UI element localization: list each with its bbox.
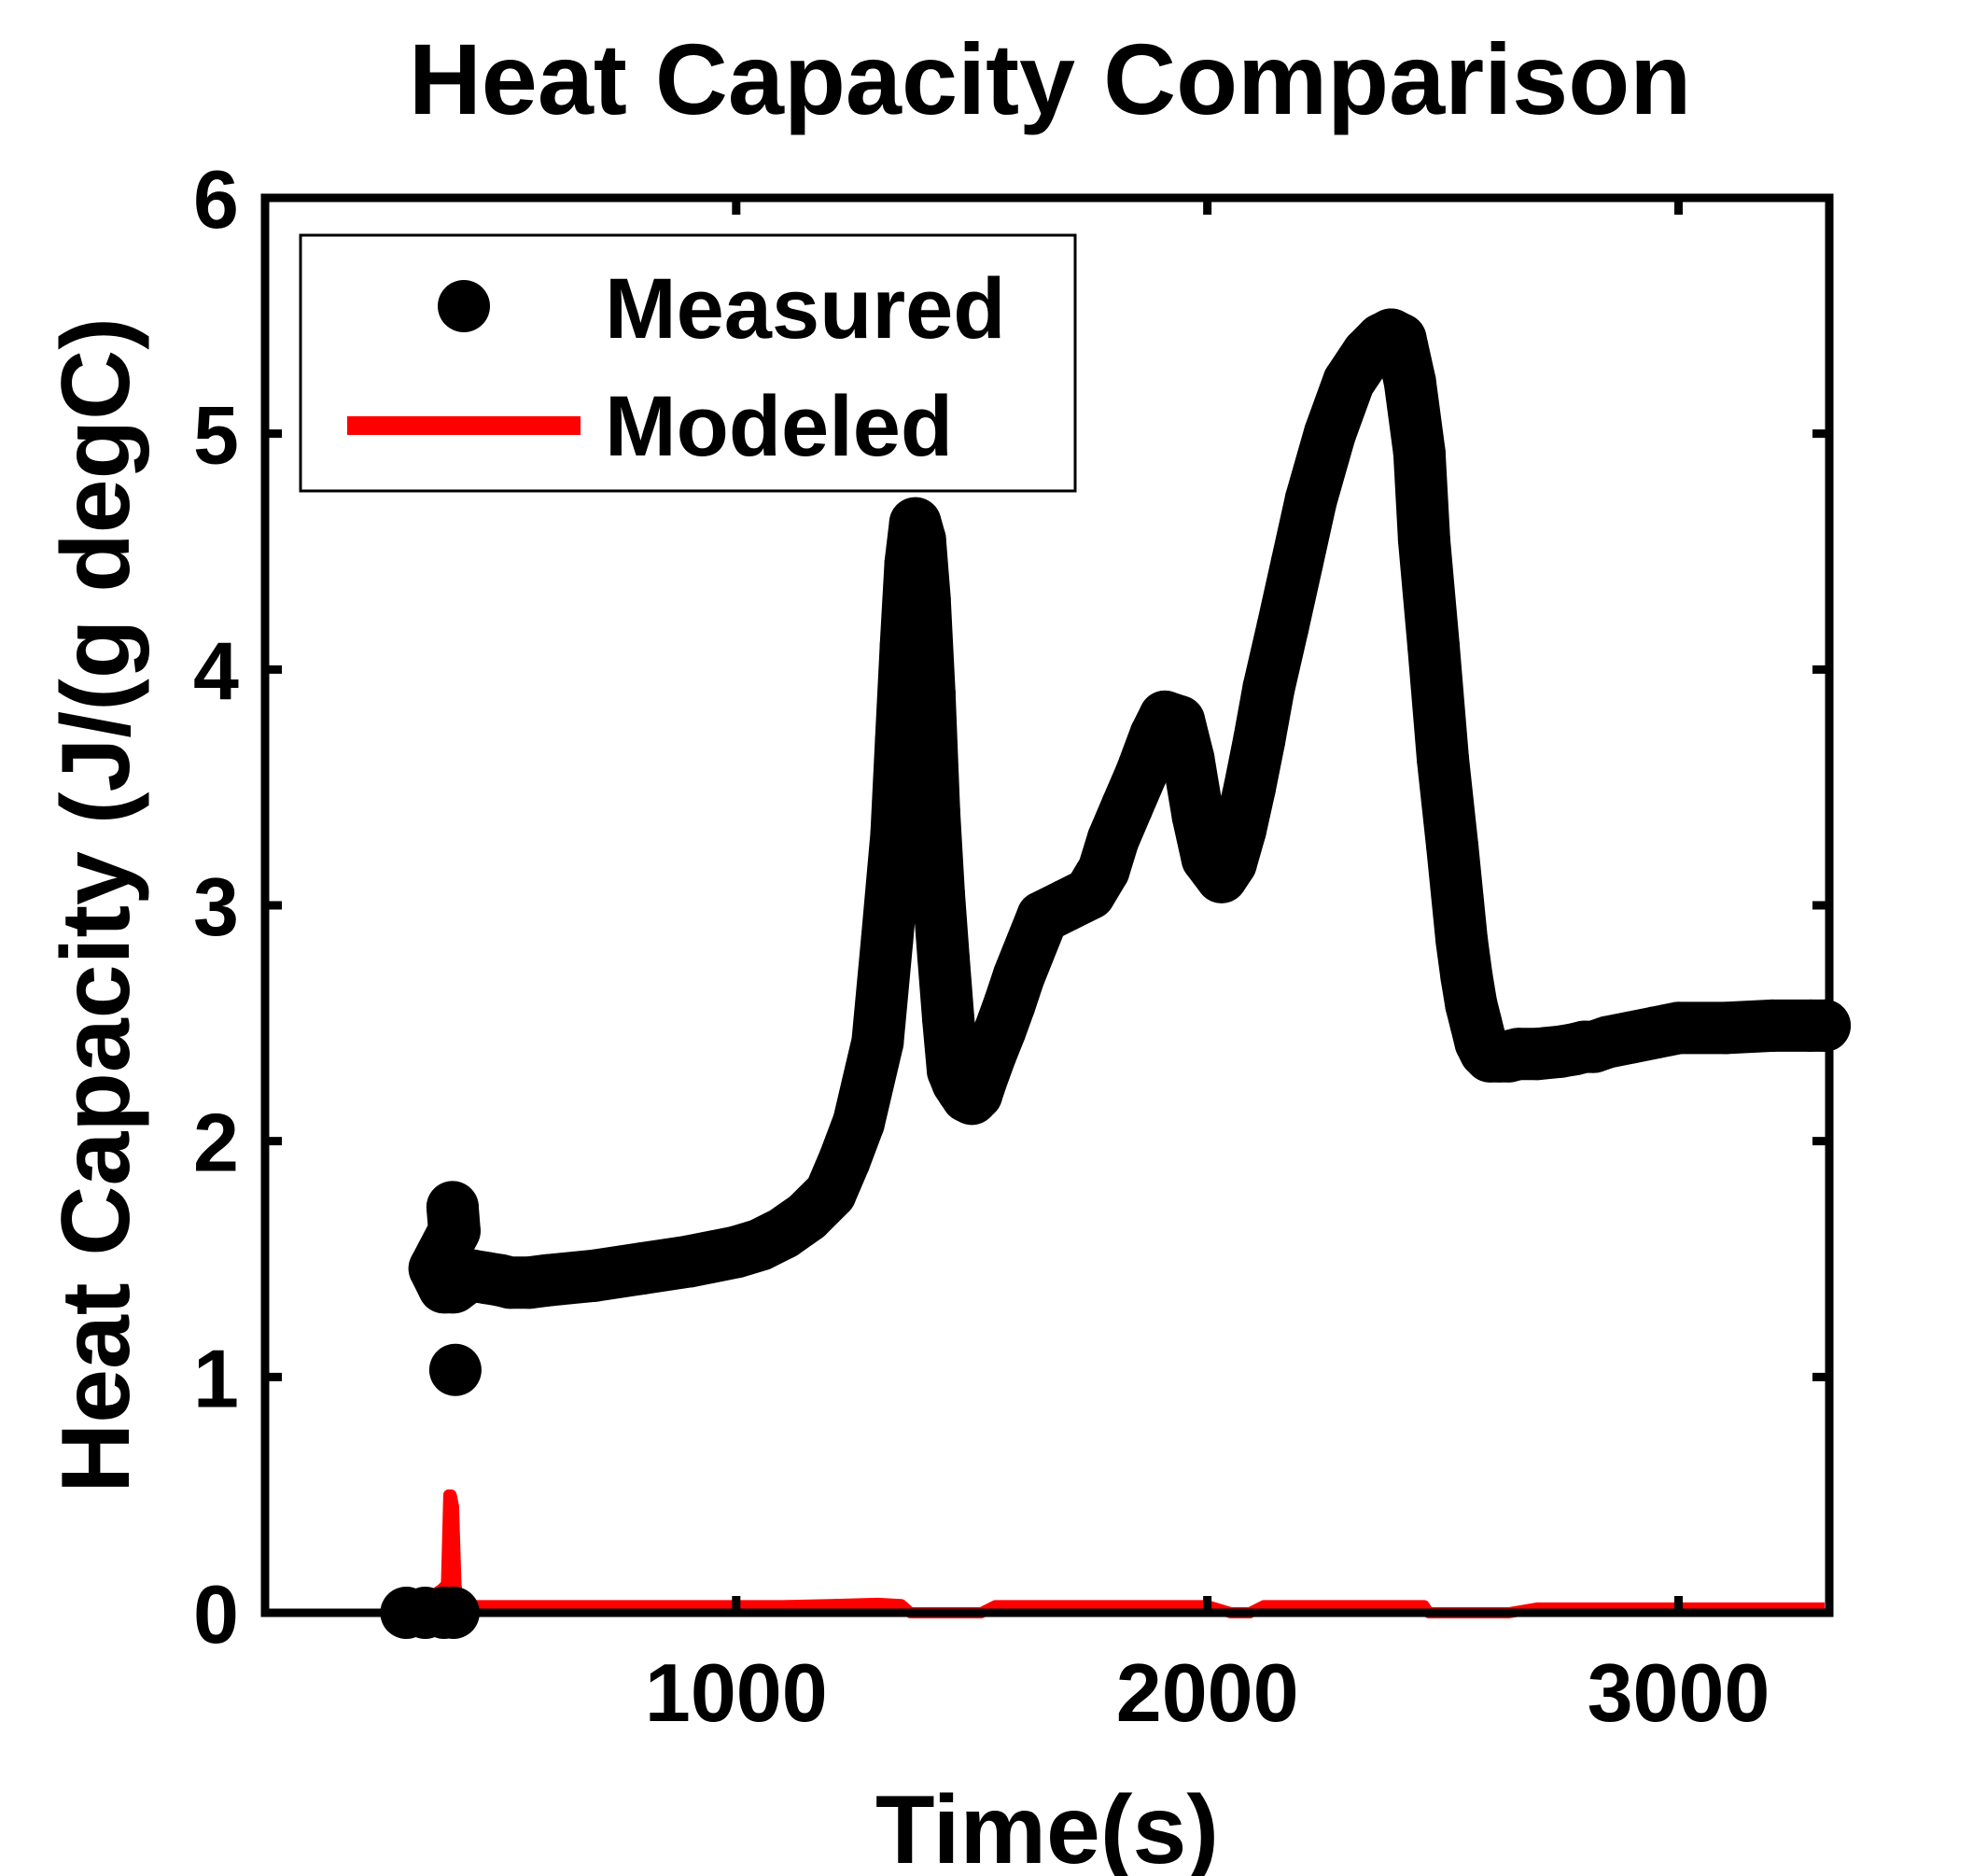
measured-point [861, 914, 914, 967]
legend-box [299, 233, 1077, 493]
measured-point [663, 1235, 716, 1288]
y-tick-label: 1 [193, 1332, 239, 1424]
measured-point [1392, 426, 1446, 479]
y-tick-label: 0 [193, 1568, 239, 1660]
measured-point [912, 867, 965, 920]
y-tick-label: 3 [193, 861, 239, 953]
measured-point [903, 666, 956, 720]
measured-point [1652, 1001, 1705, 1055]
legend-modeled-label: Modeled [605, 379, 953, 474]
measured-point [1214, 804, 1266, 857]
measured-point [568, 1249, 622, 1302]
measured-point [1383, 356, 1436, 409]
y-tick-label: 4 [193, 624, 239, 717]
legend: Measured Modeled [299, 233, 1077, 493]
legend-measured-marker [438, 280, 490, 332]
measured-point [1233, 714, 1286, 767]
measured-point [907, 784, 960, 837]
measured-point [1397, 513, 1450, 567]
y-tick-label: 2 [193, 1097, 239, 1189]
legend-measured-label: Measured [605, 261, 1006, 357]
measured-point [898, 572, 951, 625]
measured-point [851, 1015, 904, 1069]
measured-point [1303, 407, 1356, 460]
measured-point [1426, 819, 1479, 873]
measured-point [893, 513, 946, 567]
measured-point [833, 1096, 886, 1149]
measured-point [1746, 999, 1799, 1052]
x-tick-label: 3000 [1588, 1646, 1770, 1739]
measured-point [922, 992, 974, 1045]
x-tick-label: 1000 [645, 1646, 828, 1739]
measured-point [879, 620, 932, 673]
y-tick-label: 6 [193, 153, 239, 245]
y-tick-label: 5 [193, 389, 239, 482]
x-tick-label: 2000 [1116, 1646, 1299, 1739]
measured-point [1374, 313, 1427, 366]
measured-point [1699, 1001, 1752, 1055]
x-axis-label: Time(s) [875, 1776, 1219, 1876]
y-axis-label: Heat Capacity (J/(g degC) [42, 317, 150, 1493]
measured-point [1270, 537, 1323, 590]
measured-point [1224, 761, 1277, 814]
measured-point [917, 931, 970, 984]
measured-point [428, 1343, 482, 1396]
ticks-layer: 1000 2000 3000 0 1 2 3 4 5 6 [193, 153, 1829, 1739]
measured-point [1256, 600, 1309, 653]
measured-point [521, 1253, 574, 1307]
measured-point [1417, 733, 1469, 786]
measured-point [1162, 733, 1215, 786]
measured-point [1407, 620, 1460, 673]
series-layer [380, 308, 1851, 1639]
measured-point [1242, 662, 1295, 715]
measured-point [992, 949, 1045, 1002]
measured-point [870, 808, 923, 861]
chart-title: Heat Capacity Comparison [409, 22, 1691, 135]
measured-point [615, 1242, 668, 1295]
measured-point [1171, 790, 1224, 842]
measured-point [875, 714, 928, 767]
measured-point [1284, 473, 1337, 526]
measured-point [1798, 999, 1851, 1052]
